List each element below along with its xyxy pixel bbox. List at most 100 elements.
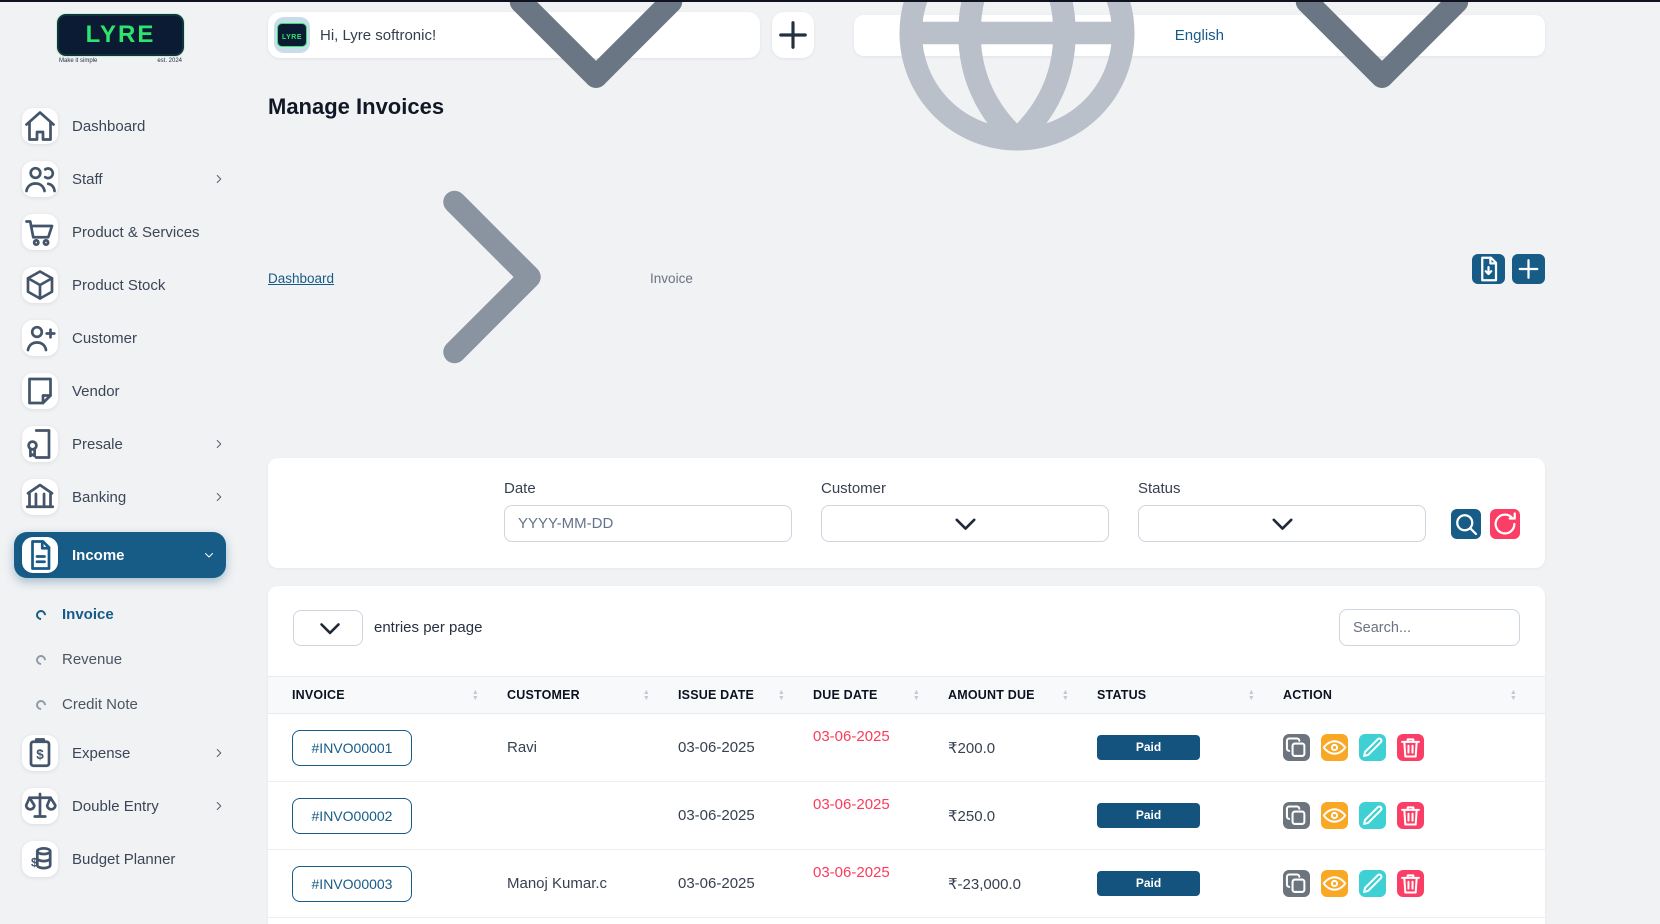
page-title: Manage Invoices xyxy=(268,94,445,119)
eye-icon xyxy=(1321,870,1348,897)
main-area: LYRE Hi, Lyre softronic! English Manage … xyxy=(240,0,1660,924)
search-icon xyxy=(1451,509,1481,539)
column-header-amount-due: AMOUNT DUE ▲ ▼ xyxy=(948,676,1097,714)
sidebar-subitem-credit-note[interactable]: Credit Note xyxy=(0,682,240,727)
top-bar: LYRE Hi, Lyre softronic! English xyxy=(268,0,1545,150)
copy-icon xyxy=(1283,734,1310,761)
circle-icon xyxy=(33,607,49,622)
sidebar-item-product-services[interactable]: Product & Services xyxy=(22,214,226,250)
breadcrumb: Dashboard Invoice xyxy=(268,127,693,430)
sidebar-item-staff[interactable]: Staff xyxy=(22,161,226,197)
sidebar-item-dashboard[interactable]: Dashboard xyxy=(22,108,226,144)
sort-icon[interactable]: ▲ ▼ xyxy=(1509,688,1517,702)
reset-filter-button[interactable] xyxy=(1490,509,1520,539)
copy-button[interactable] xyxy=(1283,802,1310,829)
sidebar-item-expense[interactable]: $ Expense xyxy=(22,735,226,771)
column-header: AMOUNT DUE xyxy=(948,688,1035,702)
sidebar-item-double-entry[interactable]: Double Entry xyxy=(22,788,226,824)
column-header: CUSTOMER xyxy=(507,688,580,702)
sort-icon[interactable]: ▲ ▼ xyxy=(912,688,920,702)
table-row: #INVO00004 Manoj Kumar.c 03-06-2025 03-0… xyxy=(268,917,1545,924)
language-selector[interactable]: English xyxy=(853,0,1545,150)
view-button[interactable] xyxy=(1321,734,1348,761)
due-date-value: 03-06-2025 xyxy=(813,728,890,745)
edit-button[interactable] xyxy=(1359,870,1386,897)
sidebar-subitem-revenue[interactable]: Revenue xyxy=(0,637,240,682)
sidebar-item-income[interactable]: Income xyxy=(14,532,226,578)
sidebar-item-presale[interactable]: Presale xyxy=(22,426,226,462)
customer-select[interactable]: Select Customer xyxy=(821,505,1109,542)
table-search-input[interactable] xyxy=(1339,609,1520,646)
language-label: English xyxy=(1174,26,1224,44)
sidebar-item-vendor[interactable]: Vendor xyxy=(22,373,226,409)
sidebar-subitem-invoice[interactable]: Invoice xyxy=(0,592,240,637)
chevron-right-icon xyxy=(212,799,226,813)
sort-icon[interactable]: ▲ ▼ xyxy=(777,688,785,702)
view-button[interactable] xyxy=(1321,802,1348,829)
cart-icon xyxy=(22,214,58,250)
filter-card: Date Customer Select Customer Status Sel… xyxy=(268,458,1545,568)
invoice-number-button[interactable]: #INVO00001 xyxy=(292,729,412,766)
chevron-down-icon xyxy=(1152,506,1413,541)
chevron-down-icon xyxy=(446,0,746,188)
chevron-right-icon xyxy=(212,490,226,504)
avatar: LYRE xyxy=(274,17,310,53)
sidebar-item-banking[interactable]: Banking xyxy=(22,479,226,515)
sort-icon[interactable]: ▲ ▼ xyxy=(1247,688,1255,702)
logo-text: LYRE xyxy=(85,21,156,48)
pencil-icon xyxy=(1359,734,1386,761)
invoice-number-button[interactable]: #INVO00003 xyxy=(292,865,412,902)
quick-add-button[interactable] xyxy=(772,12,815,58)
delete-button[interactable] xyxy=(1397,734,1424,761)
status-badge: Paid xyxy=(1097,735,1200,760)
date-filter-input[interactable] xyxy=(504,505,792,542)
users-icon xyxy=(22,161,58,197)
logo-est: est. 2024 xyxy=(157,58,182,64)
amount-due-cell: ₹-23,000.0 xyxy=(948,849,1097,918)
chevron-down-icon xyxy=(835,506,1096,541)
plus-icon xyxy=(1512,254,1545,284)
user-greeting: Hi, Lyre softronic! xyxy=(320,26,437,44)
copy-button[interactable] xyxy=(1283,870,1310,897)
edit-button[interactable] xyxy=(1359,802,1386,829)
breadcrumb-dashboard-link[interactable]: Dashboard xyxy=(268,271,335,286)
edit-button[interactable] xyxy=(1359,734,1386,761)
sort-icon[interactable]: ▲ ▼ xyxy=(642,688,650,702)
delete-button[interactable] xyxy=(1397,870,1424,897)
user-menu[interactable]: LYRE Hi, Lyre softronic! xyxy=(268,0,761,88)
svg-text:$: $ xyxy=(36,747,44,762)
issue-date-cell: 03-06-2025 xyxy=(678,917,813,924)
entries-per-page-select[interactable]: 10 xyxy=(293,609,363,646)
box-icon xyxy=(22,267,58,303)
copy-icon xyxy=(1283,870,1310,897)
table-header-row: INVOICE ▲ ▼ CUSTOMER ▲ ▼ ISSUE DATE ▲ ▼ DUE… xyxy=(268,676,1545,714)
trash-icon xyxy=(1397,870,1424,897)
column-header-customer: CUSTOMER ▲ ▼ xyxy=(507,676,678,714)
app-logo[interactable]: LYRE Make it simple est. 2024 xyxy=(57,14,184,64)
column-header-due-date: DUE DATE ▲ ▼ xyxy=(813,676,948,714)
table-row: #INVO00003 Manoj Kumar.c 03-06-2025 03-0… xyxy=(268,849,1545,918)
apply-filter-button[interactable] xyxy=(1451,509,1481,539)
file-icon xyxy=(22,537,58,573)
issue-date-cell: 03-06-2025 xyxy=(678,781,813,850)
note-icon xyxy=(22,373,58,409)
chevron-down-icon xyxy=(202,548,216,562)
copy-button[interactable] xyxy=(1283,734,1310,761)
status-select[interactable]: Select Status xyxy=(1138,505,1426,542)
amount-due-cell: ₹250.0 xyxy=(948,781,1097,850)
sort-icon[interactable]: ▲ ▼ xyxy=(1061,688,1069,702)
sidebar-item-product-stock[interactable]: Product Stock xyxy=(22,267,226,303)
invoice-table-card: 10 entries per page INVOICE ▲▼ CUSTOMER … xyxy=(268,586,1545,924)
delete-button[interactable] xyxy=(1397,802,1424,829)
export-button[interactable] xyxy=(1472,254,1505,284)
logo-badge: LYRE xyxy=(57,14,184,56)
sidebar-item-customer[interactable]: Customer xyxy=(22,320,226,356)
customer-cell: Manoj Kumar.c xyxy=(507,849,678,918)
sort-icon[interactable]: ▲ ▼ xyxy=(471,688,479,702)
create-invoice-button[interactable] xyxy=(1512,254,1545,284)
invoice-number-button[interactable]: #INVO00002 xyxy=(292,797,412,834)
view-button[interactable] xyxy=(1321,870,1348,897)
export-file-icon xyxy=(1472,254,1505,284)
sidebar-item-budget-planner[interactable]: $ Budget Planner xyxy=(22,841,226,877)
column-header-action: ACTION ▲ ▼ xyxy=(1283,676,1545,714)
